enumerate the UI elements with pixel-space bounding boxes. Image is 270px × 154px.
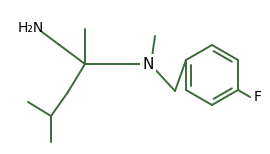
Text: N: N — [142, 57, 154, 71]
Text: F: F — [254, 90, 262, 104]
Text: H₂N: H₂N — [18, 21, 44, 35]
